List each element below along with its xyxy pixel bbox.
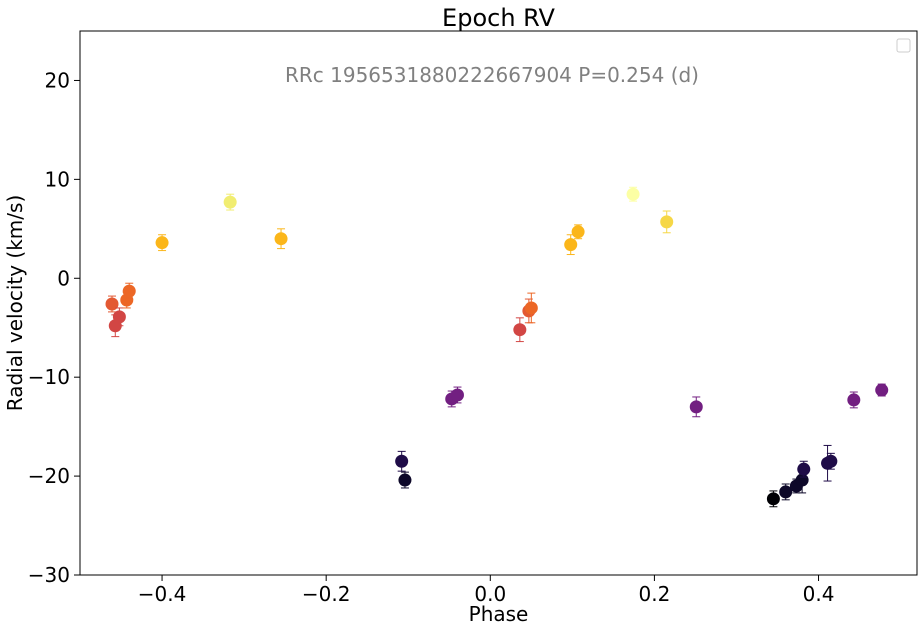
data-point (564, 234, 578, 256)
data-points (105, 186, 889, 508)
data-point (660, 210, 674, 234)
data-point (797, 460, 811, 478)
x-axis-ticks: −0.4 −0.2 0.0 0.2 0.4 (138, 575, 835, 606)
y-tick-label: 0 (57, 266, 70, 290)
point-marker (824, 454, 838, 468)
y-tick-label: −20 (28, 464, 70, 488)
point-marker (626, 187, 640, 201)
x-axis-label: Phase (469, 602, 529, 626)
point-marker (766, 492, 780, 506)
legend (896, 38, 911, 53)
x-tick-label: 0.4 (803, 582, 835, 606)
point-marker (795, 473, 809, 487)
x-tick-label: 0.2 (639, 582, 671, 606)
data-point (513, 317, 527, 343)
data-point (105, 295, 119, 313)
point-marker (513, 323, 527, 337)
data-point (689, 396, 703, 418)
data-point (824, 452, 838, 470)
data-point (112, 307, 126, 327)
point-marker (571, 225, 585, 239)
plot-frame (79, 30, 918, 576)
y-tick-label: 10 (45, 167, 70, 191)
x-tick-label: −0.4 (138, 582, 187, 606)
data-point (223, 193, 237, 211)
data-point (395, 450, 409, 472)
point-marker (779, 485, 793, 499)
data-point (450, 386, 464, 404)
y-tick-label: −10 (28, 365, 70, 389)
data-point (524, 292, 538, 324)
point-marker (875, 383, 889, 397)
point-marker (395, 454, 409, 468)
data-point (571, 224, 585, 240)
point-marker (847, 393, 861, 407)
y-tick-label: 20 (45, 68, 70, 92)
chart-title: Epoch RV (442, 4, 555, 32)
y-axis-ticks: −30 −20 −10 0 10 20 (28, 68, 80, 587)
data-point (779, 483, 793, 501)
y-axis-label: Radial velocity (km/s) (3, 195, 27, 411)
data-point (875, 383, 889, 397)
point-marker (524, 301, 538, 315)
data-point (274, 228, 288, 250)
point-marker (155, 236, 169, 250)
point-marker (105, 297, 119, 311)
point-marker (274, 232, 288, 246)
data-point (155, 234, 169, 252)
point-marker (564, 238, 578, 252)
data-point (626, 186, 640, 202)
x-tick-label: 0.0 (474, 582, 506, 606)
point-marker (660, 215, 674, 229)
data-point (847, 391, 861, 409)
point-marker (398, 473, 412, 487)
point-marker (223, 195, 237, 209)
point-marker (797, 462, 811, 476)
data-point (122, 282, 136, 300)
data-point (398, 471, 412, 489)
point-marker (689, 400, 703, 414)
point-marker (112, 310, 126, 324)
star-annotation: RRc 1956531880222667904 P=0.254 (d) (285, 63, 699, 87)
point-marker (122, 284, 136, 298)
x-tick-label: −0.2 (302, 582, 351, 606)
point-marker (450, 388, 464, 402)
data-point (766, 490, 780, 508)
y-tick-label: −30 (28, 563, 70, 587)
